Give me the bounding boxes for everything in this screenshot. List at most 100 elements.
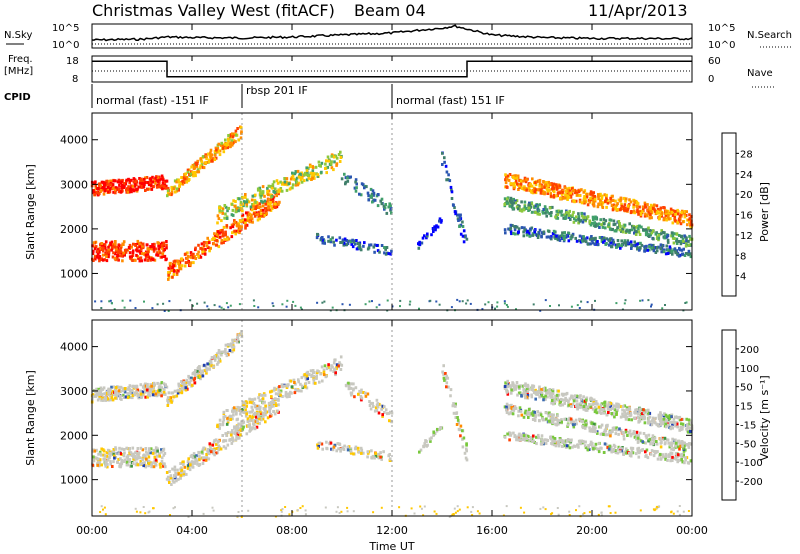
power-echo [624, 199, 627, 203]
velocity-echo [511, 412, 515, 416]
power-echo [607, 243, 611, 247]
power-echo [138, 259, 142, 263]
power-echo [275, 201, 278, 205]
velocity-echo [129, 451, 133, 455]
velocity-echo [246, 417, 250, 421]
power-echo [617, 244, 621, 248]
velocity-echo [321, 447, 324, 451]
power-echo [509, 230, 513, 234]
power-echo [384, 247, 387, 251]
power-echo [114, 243, 117, 247]
power-echo [172, 273, 176, 276]
power-echo [507, 227, 510, 231]
power-echo [644, 247, 648, 251]
velocity-echo [509, 386, 513, 390]
ground-echo [368, 300, 371, 303]
power-echo [577, 215, 581, 219]
power-echo [655, 246, 659, 250]
velocity-echo [578, 417, 581, 421]
velocity-echo [226, 416, 229, 420]
power-echo [649, 203, 653, 207]
velocity-echo [651, 442, 655, 446]
velocity-echo [134, 384, 137, 388]
power-echo [239, 219, 243, 223]
power-echo [212, 242, 216, 246]
velocity-echo [285, 395, 289, 399]
power-echo [307, 173, 311, 177]
power-echo [619, 198, 622, 202]
power-echo [663, 248, 666, 252]
velocity-echo [123, 387, 127, 391]
velocity-echo [152, 389, 156, 393]
velocity-echo [134, 456, 137, 460]
power-echo [681, 220, 685, 224]
velocity-echo [631, 446, 635, 450]
velocity-echo [571, 395, 574, 399]
power-echo [164, 179, 168, 183]
power-echo [529, 227, 532, 231]
velocity-echo [244, 414, 248, 418]
velocity-echo [670, 415, 673, 419]
velocity-echo [605, 413, 609, 417]
ground-echo [386, 299, 389, 302]
velocity-echo [92, 455, 95, 459]
power-echo [98, 192, 101, 196]
velocity-echo [360, 396, 364, 400]
power-echo [93, 193, 96, 196]
power-echo [513, 225, 516, 229]
power-echo [218, 153, 222, 157]
velocity-echo [536, 392, 540, 396]
power-echo [201, 250, 204, 254]
power-echo [519, 182, 523, 186]
power-echo [649, 207, 652, 211]
power-echo [558, 191, 561, 195]
power-echo [674, 219, 677, 223]
power-echo [240, 126, 243, 130]
ground-echo [615, 302, 618, 305]
ground-echo [100, 307, 103, 309]
velocity-echo [584, 446, 588, 450]
velocity-echo [523, 384, 526, 387]
velocity-echo [322, 373, 326, 377]
power-echo [94, 184, 98, 188]
ground-echo [438, 303, 441, 306]
power-echo [679, 239, 683, 243]
velocity-echo [649, 452, 653, 456]
velocity-echo [248, 410, 251, 414]
power-echo [629, 200, 633, 204]
power-echo [244, 193, 247, 196]
power-echo [298, 172, 302, 176]
power-echo [611, 238, 615, 242]
power-echo [541, 191, 545, 195]
velocity-echo [338, 362, 342, 366]
power-echo [107, 190, 110, 194]
velocity-echo [540, 393, 544, 397]
power-echo [249, 216, 252, 220]
power-echo [197, 250, 200, 254]
power-echo [170, 187, 174, 191]
power-echo [161, 187, 164, 191]
power-echo [507, 178, 511, 182]
velocity-echo [221, 420, 225, 424]
power-echo [593, 195, 597, 198]
velocity-echo [154, 451, 157, 455]
velocity-echo [670, 444, 674, 448]
nsearch-label: N.Search [747, 30, 792, 41]
ground-echo [647, 299, 650, 302]
power-echo [430, 233, 433, 237]
velocity-echo [263, 400, 266, 404]
power-echo [523, 178, 527, 182]
velocity-echo [208, 362, 211, 366]
velocity-echo [274, 392, 278, 396]
ground-echo [623, 302, 626, 305]
velocity-echo [532, 391, 536, 395]
power-echo [160, 241, 164, 245]
power-echo [148, 180, 152, 184]
ground-echo [294, 304, 297, 307]
ground-echo [586, 301, 589, 304]
power-echo [380, 202, 384, 206]
ground-echo [108, 300, 111, 303]
velocity-echo [218, 422, 222, 426]
power-echo [131, 249, 135, 253]
